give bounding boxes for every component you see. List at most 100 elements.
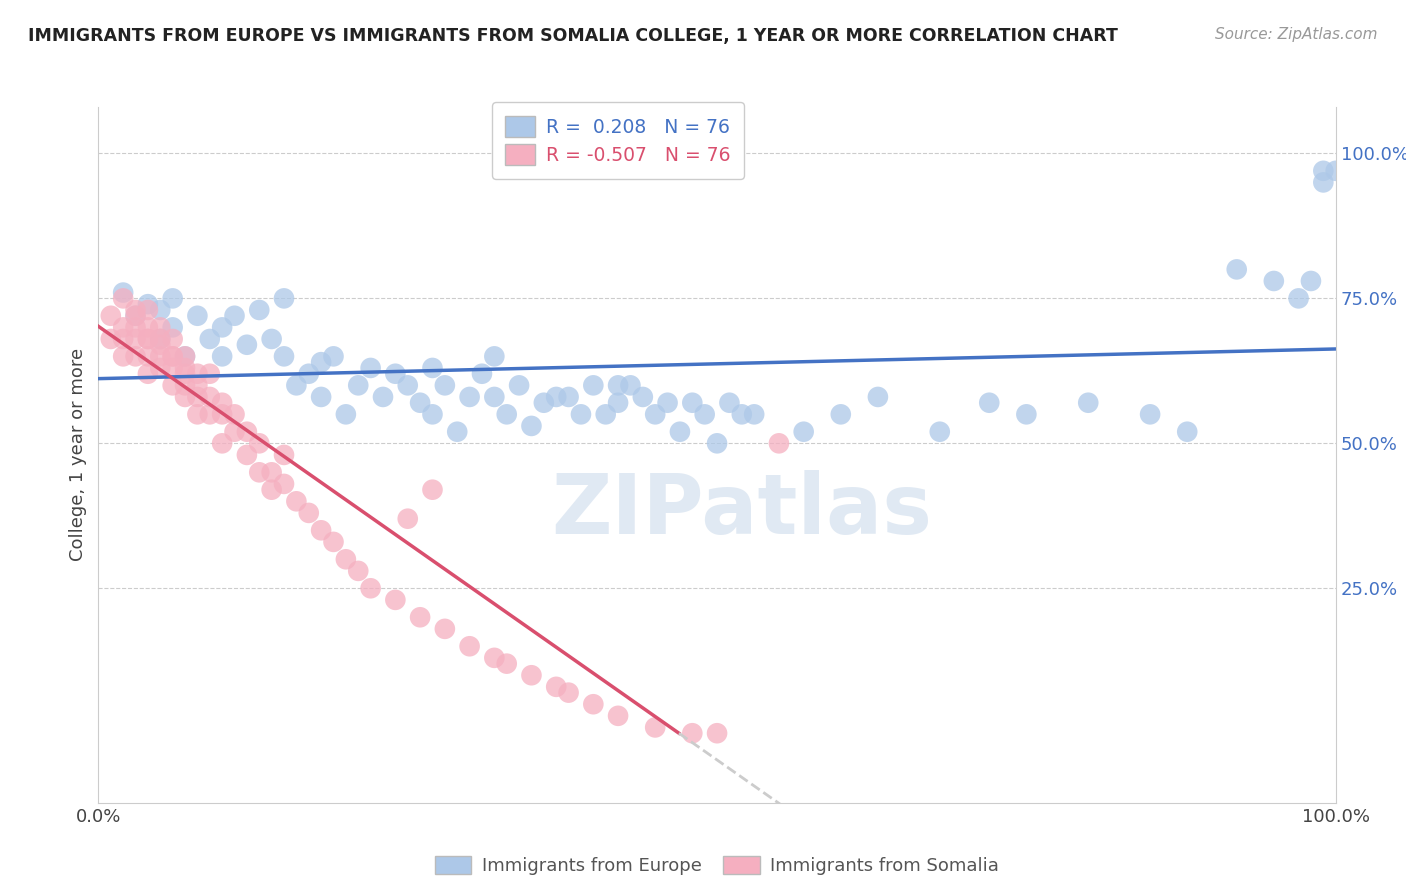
Point [360, 582, 382, 596]
Point [186, 309, 208, 323]
Point [247, 466, 270, 480]
Point [236, 448, 259, 462]
Point [335, 407, 357, 422]
Point [149, 332, 172, 346]
Point [347, 564, 370, 578]
Point [384, 592, 406, 607]
Point [484, 350, 506, 364]
Point [211, 350, 233, 364]
Point [335, 552, 357, 566]
Point [162, 350, 184, 364]
Point [136, 297, 159, 311]
Point [136, 332, 159, 346]
Point [1288, 291, 1310, 305]
Point [298, 506, 321, 520]
Point [669, 425, 692, 439]
Point [273, 476, 295, 491]
Point [557, 390, 579, 404]
Point [731, 407, 754, 422]
Point [471, 367, 494, 381]
Point [112, 320, 135, 334]
Point [224, 425, 246, 439]
Point [247, 436, 270, 450]
Point [162, 291, 184, 305]
Point [495, 407, 517, 422]
Point [136, 332, 159, 346]
Point [520, 419, 543, 434]
Point [162, 332, 184, 346]
Point [162, 350, 184, 364]
Point [1312, 175, 1334, 190]
Point [657, 396, 679, 410]
Point [149, 303, 172, 318]
Point [360, 361, 382, 376]
Point [495, 657, 517, 671]
Point [557, 685, 579, 699]
Point [681, 396, 703, 410]
Point [607, 708, 630, 723]
Point [458, 639, 481, 653]
Point [409, 396, 432, 410]
Point [371, 390, 394, 404]
Point [533, 396, 555, 410]
Point [247, 303, 270, 318]
Point [979, 396, 1001, 410]
Point [136, 320, 159, 334]
Point [607, 378, 630, 392]
Legend: Immigrants from Europe, Immigrants from Somalia: Immigrants from Europe, Immigrants from … [426, 847, 1008, 884]
Point [322, 350, 344, 364]
Point [236, 338, 259, 352]
Point [260, 332, 283, 346]
Point [595, 407, 617, 422]
Point [347, 378, 370, 392]
Point [1139, 407, 1161, 422]
Point [124, 309, 146, 323]
Point [309, 390, 332, 404]
Point [409, 610, 432, 624]
Point [384, 367, 406, 381]
Point [546, 680, 568, 694]
Point [149, 361, 172, 376]
Point [458, 390, 481, 404]
Point [1015, 407, 1038, 422]
Point [186, 390, 208, 404]
Point [162, 378, 184, 392]
Point [136, 303, 159, 318]
Point [1299, 274, 1322, 288]
Point [1077, 396, 1099, 410]
Point [422, 407, 444, 422]
Point [112, 291, 135, 305]
Point [112, 285, 135, 300]
Point [174, 390, 197, 404]
Point [174, 367, 197, 381]
Point [174, 378, 197, 392]
Point [112, 332, 135, 346]
Point [149, 350, 172, 364]
Point [198, 332, 221, 346]
Point [422, 483, 444, 497]
Point [298, 367, 321, 381]
Point [569, 407, 592, 422]
Point [309, 355, 332, 369]
Point [186, 367, 208, 381]
Point [768, 436, 790, 450]
Point [260, 483, 283, 497]
Point [124, 332, 146, 346]
Point [186, 378, 208, 392]
Point [644, 407, 666, 422]
Point [236, 425, 259, 439]
Point [224, 309, 246, 323]
Point [124, 350, 146, 364]
Point [186, 407, 208, 422]
Point [198, 390, 221, 404]
Point [112, 350, 135, 364]
Y-axis label: College, 1 year or more: College, 1 year or more [69, 349, 87, 561]
Point [484, 390, 506, 404]
Point [285, 378, 308, 392]
Point [631, 390, 654, 404]
Point [706, 726, 728, 740]
Point [322, 534, 344, 549]
Point [433, 378, 456, 392]
Point [607, 396, 630, 410]
Point [211, 407, 233, 422]
